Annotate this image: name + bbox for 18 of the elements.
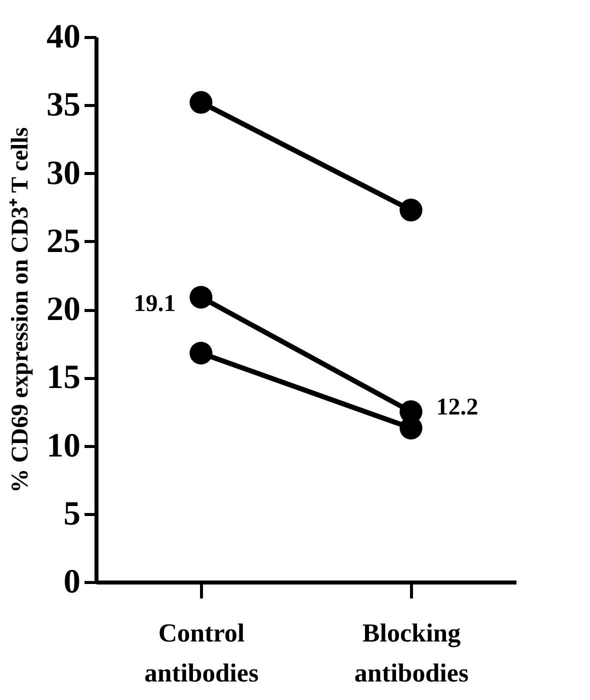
annotation: 19.1 bbox=[134, 291, 176, 318]
y-axis-title: % CD69 expression on CD3⁺ T cells bbox=[8, 127, 34, 493]
y-tick-label: 5 bbox=[64, 495, 80, 532]
point bbox=[190, 286, 212, 309]
y-tick-label: 20 bbox=[46, 291, 80, 328]
point bbox=[190, 91, 212, 114]
y-tick-label: 30 bbox=[46, 154, 80, 192]
annotation: 12.2 bbox=[436, 394, 478, 421]
y-tick-label: 40 bbox=[46, 18, 80, 56]
y-tick-label: 25 bbox=[46, 222, 80, 260]
y-tick-label: 15 bbox=[46, 359, 80, 396]
point bbox=[190, 342, 212, 364]
point bbox=[400, 198, 422, 222]
x-tick-label: Blocking antibodies bbox=[354, 618, 469, 688]
y-tick-label: 10 bbox=[46, 427, 80, 464]
y-tick-label: 0 bbox=[64, 564, 80, 600]
x-tick-label: Control antibodies bbox=[144, 618, 259, 688]
y-tick-label: 35 bbox=[46, 86, 80, 124]
